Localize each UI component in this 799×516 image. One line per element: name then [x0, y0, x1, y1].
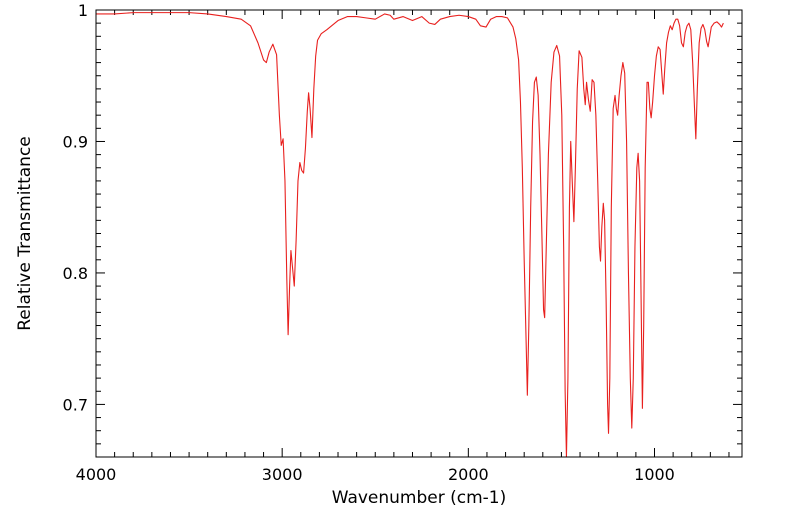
axis-tick-labels: 4000 3000 2000 1000 0.7 0.8 0.9 1: [63, 1, 675, 484]
x-axis-label: Wavenumber (cm-1): [332, 488, 507, 508]
plot-frame: [95, 9, 743, 458]
x-tick-label: 1000: [634, 465, 675, 484]
x-tick-label: 3000: [262, 465, 303, 484]
y-tick-label: 0.7: [63, 395, 88, 414]
x-tick-label: 4000: [76, 465, 117, 484]
y-tick-label: 0.8: [63, 264, 88, 283]
y-tick-label: 0.9: [63, 132, 88, 151]
spectrum-series-line: [96, 12, 724, 458]
y-tick-label: 1: [78, 1, 88, 20]
x-tick-label: 2000: [448, 465, 489, 484]
y-axis-label: Relative Transmittance: [15, 136, 35, 331]
